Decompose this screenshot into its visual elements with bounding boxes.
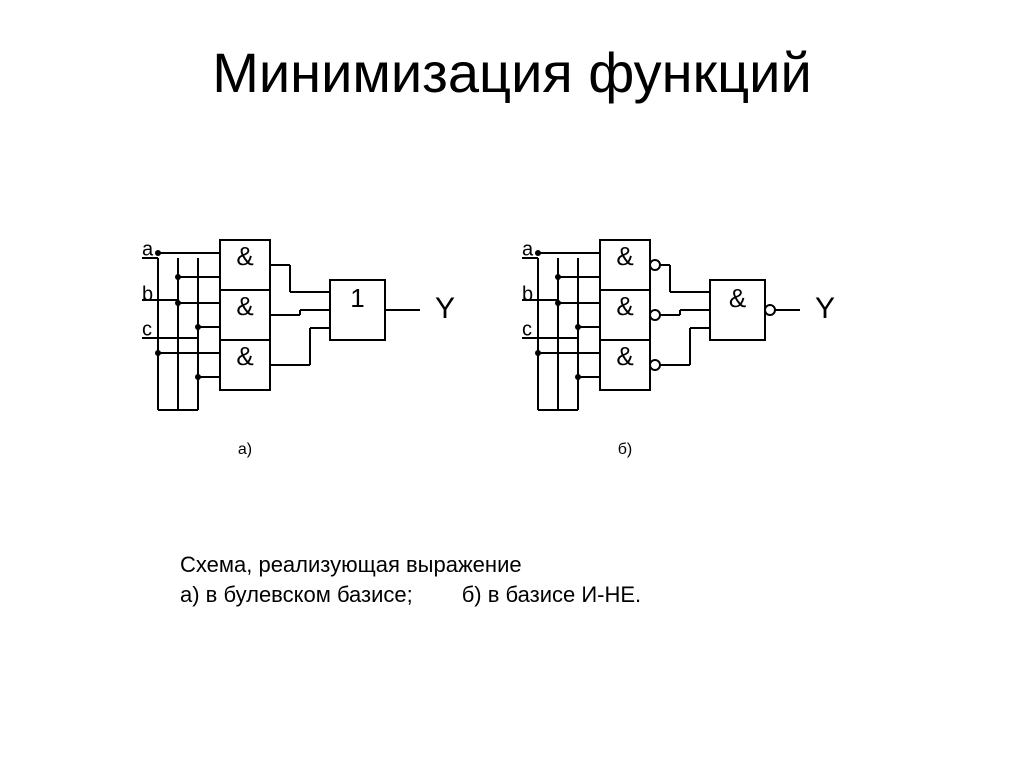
svg-text:&: & [616,291,633,321]
caption-part-b: б) в базисе И-НЕ. [462,582,641,607]
svg-text:b: b [522,283,533,305]
caption-line-1: Схема, реализующая выражение [180,550,641,580]
diagram-area: abc&&&1Yа)abc&&&&Yб) [140,220,900,500]
caption-part-a: а) в булевском базисе; [180,582,413,607]
svg-text:b: b [142,283,153,305]
slide-title: Минимизация функций [0,40,1024,105]
svg-text:а): а) [238,441,252,458]
caption-block: Схема, реализующая выражение а) в булевс… [180,550,641,609]
svg-text:&: & [236,291,253,321]
svg-text:&: & [236,241,253,271]
svg-text:&: & [616,241,633,271]
svg-text:a: a [142,238,154,260]
svg-text:a: a [522,238,534,260]
caption-line-2: а) в булевском базисе; б) в базисе И-НЕ. [180,580,641,610]
svg-text:&: & [236,341,253,371]
slide: Минимизация функций abc&&&1Yа)abc&&&&Yб)… [0,0,1024,767]
svg-text:c: c [522,318,532,340]
svg-text:&: & [729,283,746,313]
svg-text:б): б) [618,441,633,458]
svg-text:&: & [616,341,633,371]
svg-text:c: c [142,318,152,340]
svg-text:Y: Y [435,292,455,325]
circuit-svg: abc&&&1Yа)abc&&&&Yб) [140,220,900,500]
svg-text:Y: Y [815,292,835,325]
svg-text:1: 1 [350,283,364,313]
